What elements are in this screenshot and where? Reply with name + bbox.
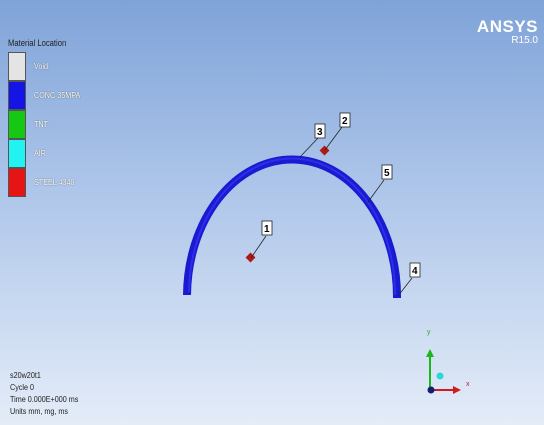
gauge-5[interactable]: 5 — [367, 164, 393, 203]
gauge-3-label-box — [314, 123, 326, 139]
gauge-4-label: 4 — [412, 266, 418, 277]
y-axis-arrow — [426, 349, 434, 357]
legend-item-void: Void — [8, 52, 85, 81]
gauge-3-label: 3 — [317, 127, 323, 138]
legend-label-concrete: CONC 35MPA — [34, 91, 81, 100]
gauge-3-leader — [299, 137, 319, 158]
gauge-2-marker — [319, 145, 330, 156]
legend-title: Material Location — [8, 38, 67, 48]
legend-label-tnt: TNT — [34, 120, 49, 129]
concrete-arch-highlight — [188, 157, 397, 296]
legend-item-concrete: CONC 35MPA — [8, 81, 85, 110]
legend-item-steel: STEEL 4340 — [8, 168, 85, 197]
axis-triad: y x — [426, 329, 470, 394]
gauge-4-label-box — [409, 262, 421, 278]
gauge-2-leader — [324, 126, 343, 151]
brand-name: ANSYS — [476, 17, 538, 36]
triad-z-indicator — [436, 372, 444, 380]
ansys-logo: ANSYS R15.0 — [477, 18, 538, 46]
legend-swatch-steel — [8, 168, 26, 197]
gauge-3[interactable]: 3 — [299, 123, 326, 158]
gauge-2-label-box — [339, 112, 351, 128]
gauge-1-label-box — [261, 220, 273, 236]
gauge-1[interactable]: 1 — [245, 220, 273, 263]
legend-label-steel: STEEL 4340 — [34, 178, 75, 187]
gauge-1-label: 1 — [264, 224, 270, 235]
y-axis-label: y — [427, 329, 431, 336]
triad-origin-dot — [427, 386, 435, 394]
brand-version: R15.0 — [511, 35, 538, 46]
gauge-2[interactable]: 2 — [319, 112, 351, 156]
time-readout: Time 0.000E+000 ms — [10, 395, 79, 404]
legend-item-air: AIR — [8, 139, 85, 168]
gauge-2-label: 2 — [342, 116, 348, 127]
gauge-1-leader — [250, 235, 267, 259]
simulation-info: s20w20t1 Cycle 0 Time 0.000E+000 ms Unit… — [10, 370, 86, 418]
material-legend: Material Location Void CONC 35MPA TNT AI… — [8, 38, 85, 197]
legend-swatch-void — [8, 52, 26, 81]
units-readout: Units mm, mg, ms — [10, 407, 69, 416]
x-axis-label: x — [466, 381, 470, 388]
legend-label-air: AIR — [34, 149, 47, 158]
x-axis-arrow — [453, 386, 461, 394]
gauge-4-leader — [397, 277, 413, 297]
legend-swatch-tnt — [8, 110, 26, 139]
gauge-5-leader — [367, 179, 385, 203]
concrete-arch[interactable] — [183, 155, 402, 299]
gauge-5-label-box — [381, 164, 393, 180]
legend-item-tnt: TNT — [8, 110, 85, 139]
gauge-4[interactable]: 4 — [397, 262, 421, 297]
cycle-readout: Cycle 0 — [10, 383, 35, 392]
legend-swatch-air — [8, 139, 26, 168]
legend-label-void: Void — [34, 62, 49, 71]
legend-swatch-concrete — [8, 81, 26, 110]
gauge-5-label: 5 — [384, 168, 390, 179]
model-name: s20w20t1 — [10, 371, 41, 380]
